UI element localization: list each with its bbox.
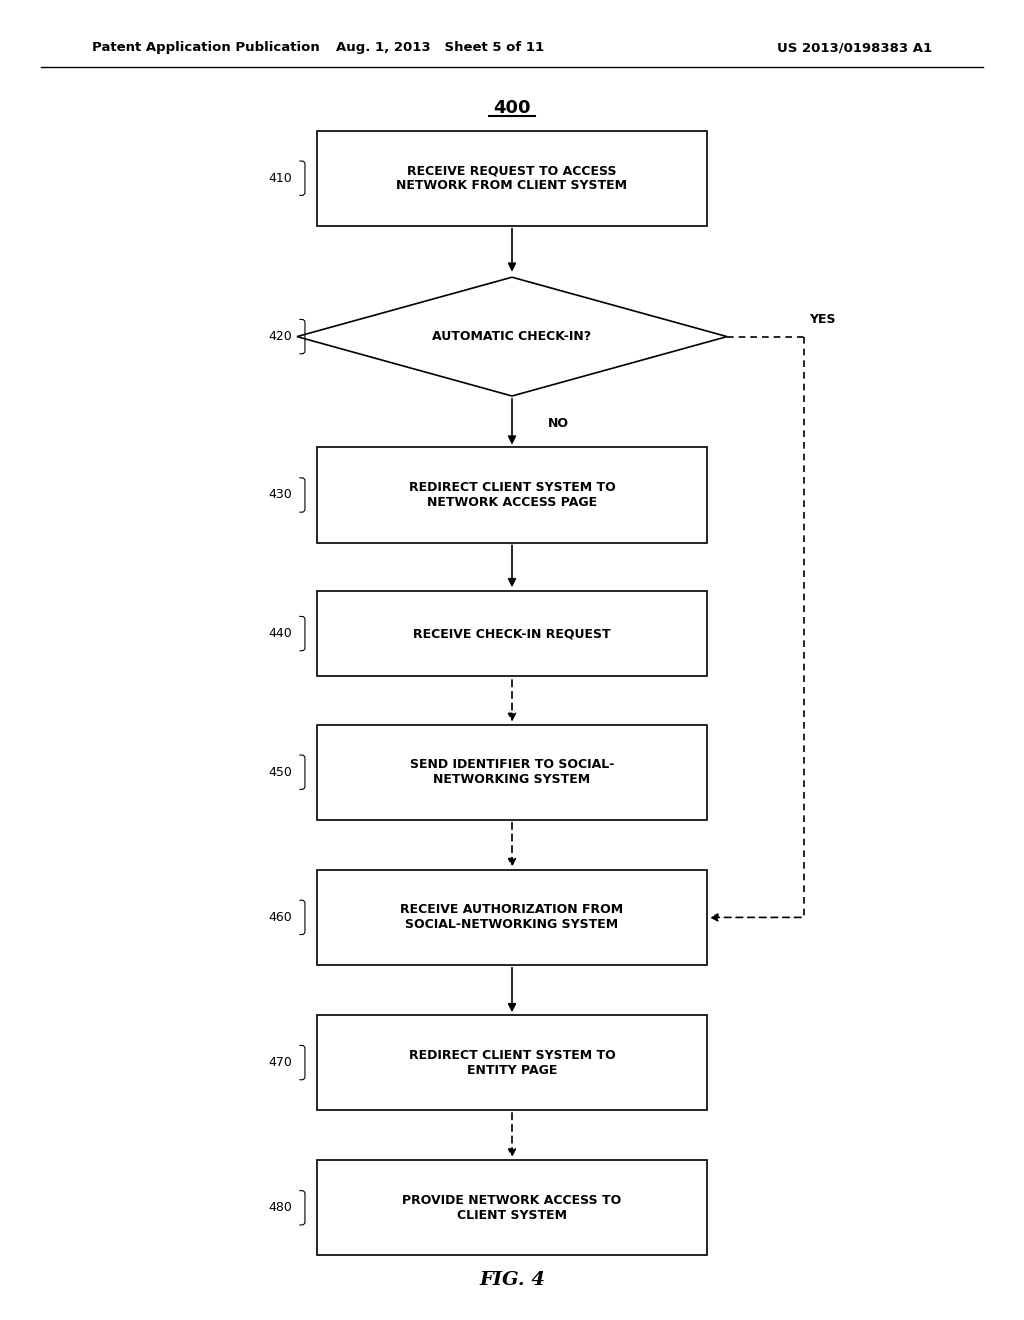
FancyBboxPatch shape	[317, 131, 707, 226]
FancyBboxPatch shape	[317, 591, 707, 676]
Text: 410: 410	[268, 172, 292, 185]
FancyBboxPatch shape	[317, 447, 707, 543]
Text: RECEIVE REQUEST TO ACCESS
NETWORK FROM CLIENT SYSTEM: RECEIVE REQUEST TO ACCESS NETWORK FROM C…	[396, 164, 628, 193]
Text: AUTOMATIC CHECK-IN?: AUTOMATIC CHECK-IN?	[432, 330, 592, 343]
Text: Patent Application Publication: Patent Application Publication	[92, 41, 319, 54]
Text: US 2013/0198383 A1: US 2013/0198383 A1	[777, 41, 932, 54]
FancyBboxPatch shape	[317, 1015, 707, 1110]
Text: PROVIDE NETWORK ACCESS TO
CLIENT SYSTEM: PROVIDE NETWORK ACCESS TO CLIENT SYSTEM	[402, 1193, 622, 1222]
Text: YES: YES	[809, 313, 836, 326]
Text: RECEIVE CHECK-IN REQUEST: RECEIVE CHECK-IN REQUEST	[414, 627, 610, 640]
Text: 400: 400	[494, 99, 530, 117]
Text: FIG. 4: FIG. 4	[479, 1271, 545, 1290]
Text: 420: 420	[268, 330, 292, 343]
FancyBboxPatch shape	[317, 870, 707, 965]
Text: 440: 440	[268, 627, 292, 640]
Text: 430: 430	[268, 488, 292, 502]
Text: REDIRECT CLIENT SYSTEM TO
NETWORK ACCESS PAGE: REDIRECT CLIENT SYSTEM TO NETWORK ACCESS…	[409, 480, 615, 510]
Text: NO: NO	[548, 417, 569, 430]
Text: 480: 480	[268, 1201, 292, 1214]
Text: Aug. 1, 2013   Sheet 5 of 11: Aug. 1, 2013 Sheet 5 of 11	[336, 41, 545, 54]
Text: 450: 450	[268, 766, 292, 779]
FancyBboxPatch shape	[317, 1160, 707, 1255]
Text: 470: 470	[268, 1056, 292, 1069]
Text: RECEIVE AUTHORIZATION FROM
SOCIAL-NETWORKING SYSTEM: RECEIVE AUTHORIZATION FROM SOCIAL-NETWOR…	[400, 903, 624, 932]
Text: SEND IDENTIFIER TO SOCIAL-
NETWORKING SYSTEM: SEND IDENTIFIER TO SOCIAL- NETWORKING SY…	[410, 758, 614, 787]
Polygon shape	[297, 277, 727, 396]
Text: 460: 460	[268, 911, 292, 924]
Text: REDIRECT CLIENT SYSTEM TO
ENTITY PAGE: REDIRECT CLIENT SYSTEM TO ENTITY PAGE	[409, 1048, 615, 1077]
FancyBboxPatch shape	[317, 725, 707, 820]
